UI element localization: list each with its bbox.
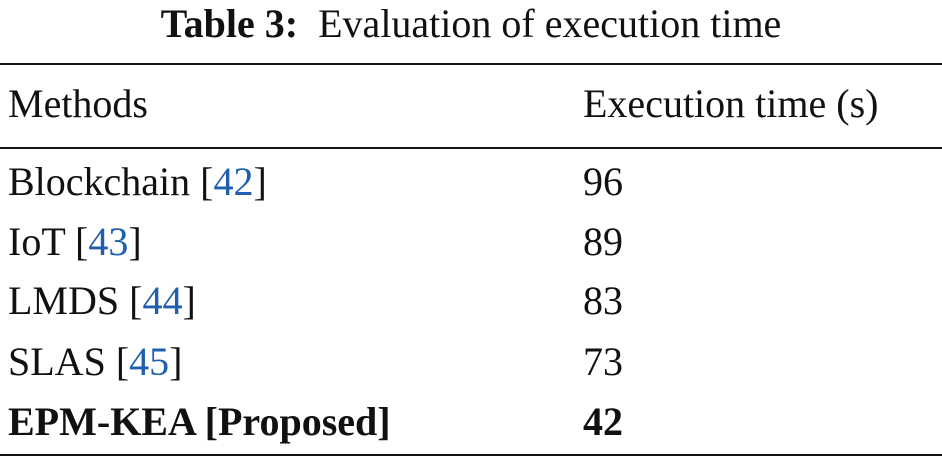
- caption: Table 3: Evaluation of execution time: [0, 0, 942, 48]
- method-text: SLAS [: [8, 339, 130, 384]
- time-cell: 42: [583, 399, 623, 444]
- time-cell: 83: [583, 278, 623, 323]
- caption-label: Table 3:: [160, 1, 299, 46]
- reference: 42: [213, 159, 254, 204]
- method-text: IoT [: [8, 219, 89, 264]
- method-text: ]: [253, 159, 267, 204]
- time-cell: 96: [583, 159, 623, 204]
- caption-text: Evaluation of execution time: [318, 1, 782, 46]
- bottom-rule: [0, 454, 942, 456]
- top-rule: [0, 63, 942, 65]
- method-cell: IoT [43]: [8, 218, 142, 266]
- method-cell: LMDS [44]: [8, 277, 196, 325]
- time-cell: 89: [583, 219, 623, 264]
- method-cell: SLAS [45]: [8, 338, 182, 386]
- reference: 43: [88, 219, 129, 264]
- reference: 45: [129, 339, 170, 384]
- reference: 44: [142, 278, 183, 323]
- method-text: Blockchain [: [8, 159, 214, 204]
- header-rule: [0, 147, 942, 149]
- header-methods: Methods: [8, 81, 148, 126]
- method-text: EPM-KEA [Proposed]: [8, 399, 391, 444]
- method-text: ]: [169, 339, 183, 384]
- method-text: ]: [182, 278, 196, 323]
- method-cell: EPM-KEA [Proposed]: [8, 398, 391, 446]
- header-time: Execution time (s): [583, 81, 879, 126]
- method-text: ]: [128, 219, 142, 264]
- method-text: LMDS [: [8, 278, 143, 323]
- time-cell: 73: [583, 339, 623, 384]
- method-cell: Blockchain [42]: [8, 158, 267, 206]
